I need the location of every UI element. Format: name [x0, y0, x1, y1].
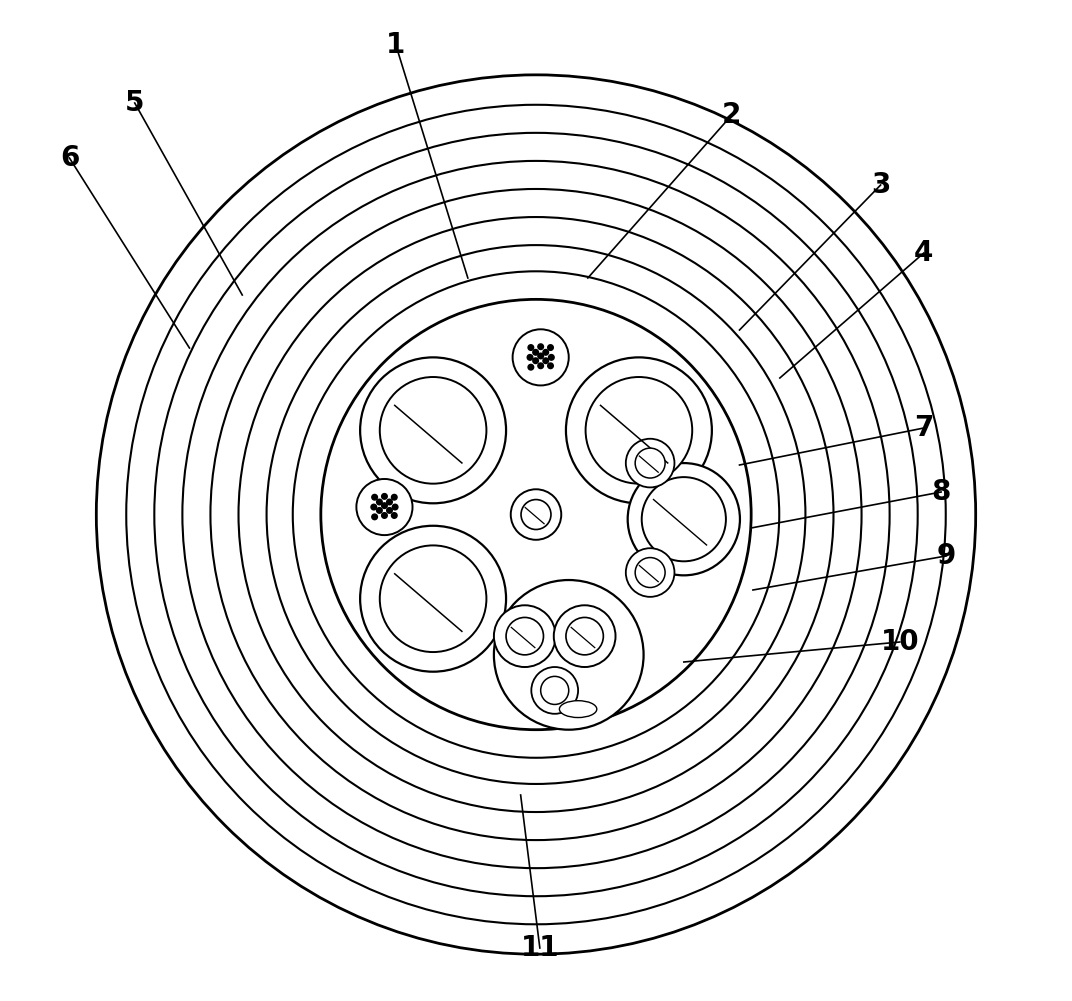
Circle shape — [182, 161, 890, 868]
Circle shape — [542, 349, 549, 355]
Text: 1: 1 — [386, 31, 405, 59]
Circle shape — [636, 558, 665, 588]
Circle shape — [154, 133, 918, 896]
Circle shape — [321, 299, 751, 730]
Circle shape — [267, 245, 805, 784]
Circle shape — [126, 105, 946, 924]
Circle shape — [392, 505, 398, 510]
Circle shape — [372, 494, 377, 500]
Text: 5: 5 — [125, 89, 145, 117]
Circle shape — [372, 515, 377, 520]
Circle shape — [642, 477, 726, 562]
Ellipse shape — [560, 701, 597, 718]
Text: 8: 8 — [932, 478, 951, 506]
Circle shape — [626, 549, 674, 597]
Circle shape — [528, 344, 534, 350]
Circle shape — [548, 344, 553, 350]
Text: 6: 6 — [60, 144, 79, 172]
Circle shape — [548, 363, 553, 368]
Circle shape — [510, 489, 562, 540]
Circle shape — [371, 505, 376, 510]
Circle shape — [585, 377, 693, 483]
Text: 9: 9 — [936, 542, 955, 570]
Circle shape — [356, 479, 413, 536]
Circle shape — [540, 677, 569, 705]
Circle shape — [382, 513, 387, 519]
Circle shape — [238, 217, 834, 812]
Circle shape — [494, 580, 643, 730]
Circle shape — [527, 354, 533, 360]
Circle shape — [538, 353, 544, 358]
Circle shape — [528, 364, 534, 370]
Circle shape — [382, 493, 387, 499]
Circle shape — [532, 667, 578, 714]
Circle shape — [533, 349, 538, 355]
Circle shape — [376, 499, 383, 505]
Circle shape — [506, 618, 544, 655]
Circle shape — [210, 189, 862, 840]
Circle shape — [542, 358, 549, 363]
Circle shape — [494, 606, 555, 667]
Text: 11: 11 — [521, 934, 560, 962]
Circle shape — [376, 508, 383, 514]
Circle shape — [549, 354, 554, 360]
Circle shape — [293, 271, 779, 758]
Circle shape — [554, 606, 615, 667]
Circle shape — [538, 344, 544, 349]
Circle shape — [382, 503, 387, 509]
Circle shape — [96, 75, 976, 954]
Circle shape — [387, 499, 392, 505]
Circle shape — [566, 357, 712, 504]
Circle shape — [379, 377, 487, 483]
Circle shape — [521, 499, 551, 530]
Circle shape — [566, 618, 604, 655]
Circle shape — [626, 438, 674, 487]
Text: 4: 4 — [914, 239, 934, 267]
Text: 2: 2 — [723, 101, 742, 129]
Circle shape — [628, 463, 740, 576]
Circle shape — [379, 546, 487, 652]
Circle shape — [391, 513, 397, 519]
Circle shape — [538, 363, 544, 368]
Circle shape — [391, 494, 397, 500]
Text: 10: 10 — [880, 628, 919, 656]
Circle shape — [360, 526, 506, 672]
Circle shape — [387, 508, 392, 514]
Circle shape — [512, 329, 569, 385]
Circle shape — [636, 448, 665, 478]
Text: 7: 7 — [914, 414, 934, 442]
Circle shape — [533, 358, 538, 363]
Circle shape — [360, 357, 506, 504]
Text: 3: 3 — [870, 171, 891, 199]
